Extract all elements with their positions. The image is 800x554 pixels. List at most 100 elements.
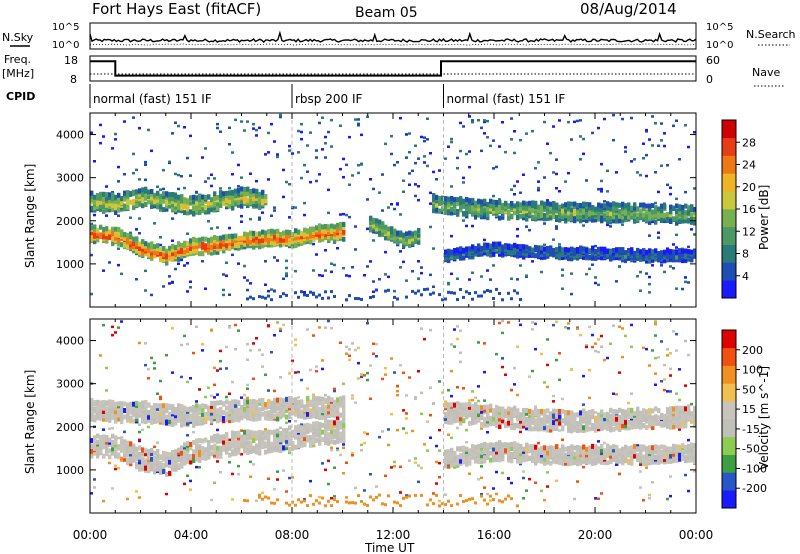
range-gate-cell [516,244,520,250]
speckle-cell [393,163,396,167]
speckle-cell [669,367,672,371]
speckle-cell [684,384,687,387]
speckle-cell [552,400,555,403]
range-gate-cell [171,247,175,253]
range-gate-cell [162,409,166,415]
speckle-cell [687,245,690,249]
clutter-cell [345,500,348,504]
range-gate-cell [327,440,331,446]
speckle-cell [390,412,393,416]
range-gate-cell [255,199,259,205]
range-gate-cell [615,202,619,208]
range-gate-cell [645,255,649,261]
speckle-cell [156,441,159,444]
range-gate-cell [342,402,346,408]
speckle-cell [402,427,405,430]
speckle-cell [669,192,672,196]
speckle-cell [339,124,342,127]
speckle-cell [432,285,435,288]
clutter-cell [396,297,399,301]
range-gate-cell [546,424,550,430]
speckle-cell [537,441,540,445]
range-gate-cell [234,200,238,206]
range-gate-cell [150,405,154,411]
clutter-cell [267,496,270,500]
range-gate-cell [408,230,412,236]
speckle-cell [117,326,120,329]
speckle-cell [654,334,657,337]
range-gate-cell [492,421,496,426]
range-gate-cell [171,421,175,427]
range-gate-cell [630,247,634,253]
range-gate-cell [570,201,574,207]
range-gate-cell [222,415,226,421]
range-gate-cell [330,439,334,445]
range-gate-cell [495,411,499,417]
speckle-cell [591,333,594,337]
range-gate-cell [405,231,409,237]
range-gate-cell [669,218,673,224]
speckle-cell [480,476,483,480]
speckle-cell [612,138,615,142]
range-gate-cell [99,404,103,410]
range-gate-cell [231,189,235,195]
range-gate-cell [678,248,682,254]
range-gate-cell [321,429,325,435]
range-gate-cell [273,429,277,435]
range-gate-cell [108,198,112,204]
speckle-cell [642,346,645,349]
range-gate-cell [201,446,205,452]
range-gate-cell [402,237,406,242]
range-gate-cell [177,447,181,453]
range-gate-cell [105,434,109,440]
range-gate-cell [342,221,346,227]
speckle-cell [324,142,327,145]
range-gate-cell [237,241,241,247]
speckle-cell [342,176,345,179]
colorbar-tick-label: 20 [742,181,756,194]
speckle-cell [246,358,249,361]
range-gate-cell [156,204,160,210]
speckle-cell [282,195,285,199]
range-gate-cell [204,411,208,417]
speckle-cell [555,479,558,482]
range-gate-cell [276,238,280,244]
speckle-cell [138,430,141,434]
speckle-cell [651,220,654,224]
range-gate-cell [138,409,142,415]
range-gate-cell [231,443,235,449]
range-gate-cell [645,258,649,264]
range-gate-cell [111,440,115,445]
nsky-line [89,30,697,43]
speckle-cell [285,272,288,275]
range-gate-cell [477,243,481,249]
speckle-cell [228,186,231,190]
range-gate-cell [288,396,292,401]
range-gate-cell [228,240,232,246]
range-gate-cell [150,410,154,416]
range-gate-cell [279,411,283,417]
speckle-cell [522,173,525,176]
speckle-cell [213,481,216,485]
range-gate-cell [111,408,115,414]
range-gate-cell [279,237,283,243]
range-gate-cell [312,409,316,415]
range-gate-cell [555,214,559,220]
range-gate-cell [246,440,250,446]
speckle-cell [303,213,306,217]
range-gate-cell [519,213,523,219]
range-gate-cell [444,400,448,406]
speckle-cell [162,187,165,191]
range-gate-cell [165,454,169,460]
range-gate-cell [624,253,628,259]
range-gate-cell [648,250,652,256]
range-gate-cell [249,192,253,198]
clutter-cell [444,297,447,301]
range-gate-cell [216,445,220,451]
range-gate-cell [342,433,346,439]
speckle-cell [462,181,465,184]
speckle-cell [495,492,498,496]
colorbar-tick-label: 8 [742,248,749,261]
speckle-cell [123,173,126,176]
speckle-cell [423,443,426,446]
